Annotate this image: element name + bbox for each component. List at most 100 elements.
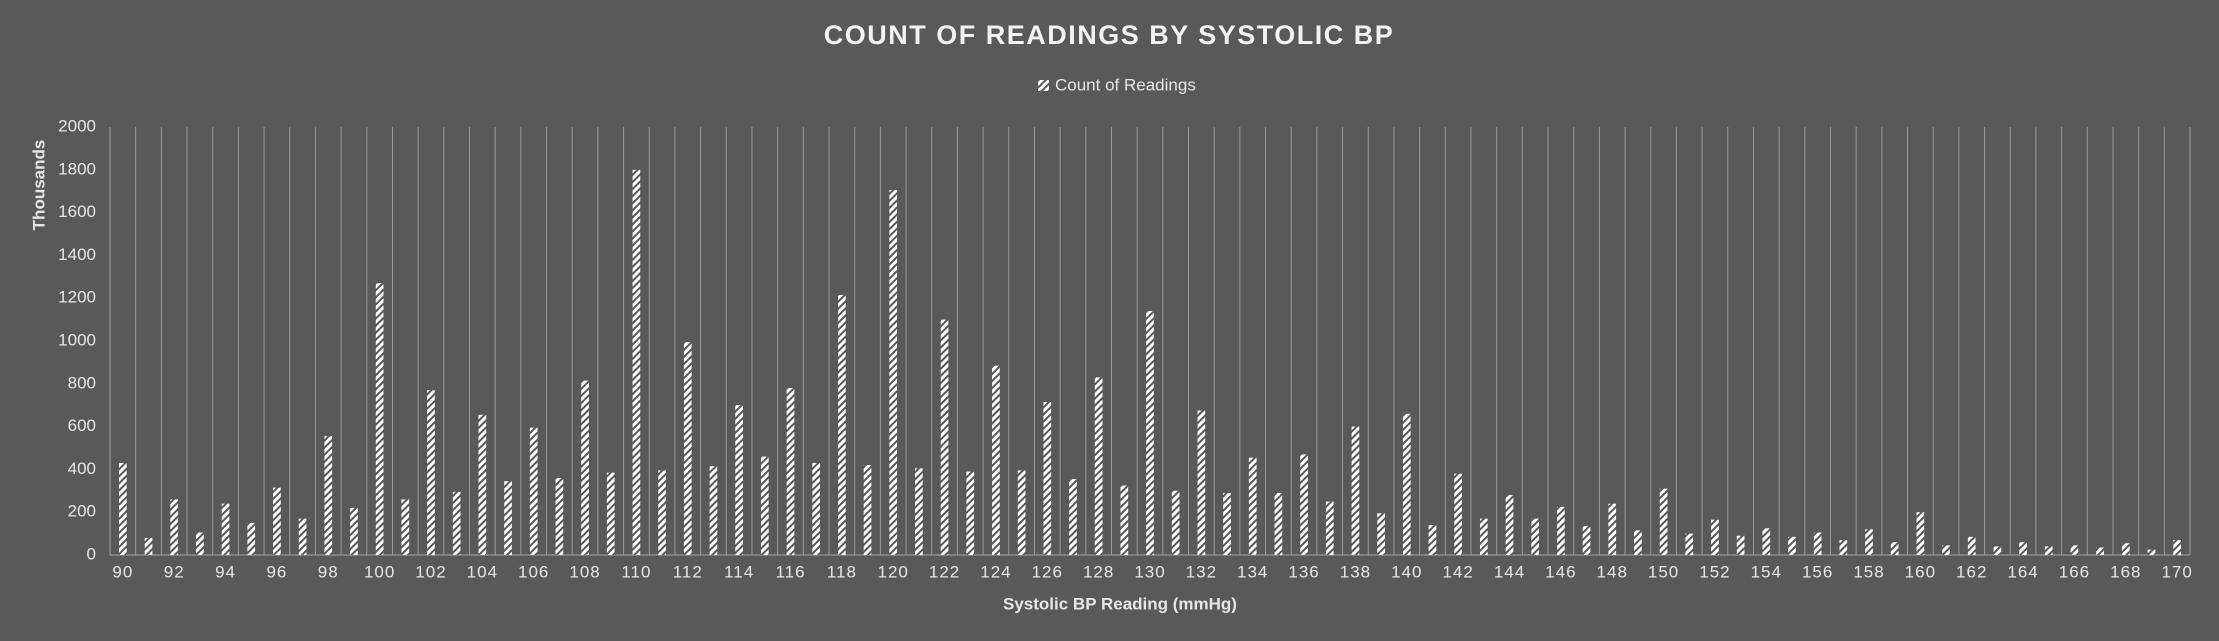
bar	[452, 491, 461, 555]
x-tick-label: 102	[415, 562, 446, 581]
x-tick-label: 98	[318, 562, 339, 581]
bar	[529, 427, 538, 555]
bar	[581, 380, 589, 555]
bar	[1171, 490, 1180, 555]
bar	[1069, 479, 1077, 555]
y-tick-label: 0	[87, 544, 96, 563]
bar	[1634, 530, 1642, 555]
x-tick-label: 136	[1288, 562, 1319, 581]
x-tick-label: 110	[621, 562, 651, 581]
x-tick-label: 164	[2007, 562, 2038, 581]
bar	[1428, 525, 1437, 555]
bar	[247, 522, 256, 555]
bar	[1711, 519, 1719, 555]
bar	[1325, 501, 1334, 555]
bar	[118, 462, 127, 555]
bar	[1865, 529, 1873, 555]
bar	[1736, 535, 1745, 555]
legend: Count of Readings	[1038, 75, 1196, 94]
bar	[1274, 492, 1283, 555]
bar	[683, 342, 692, 555]
x-tick-label: 156	[1802, 562, 1833, 581]
bar	[632, 169, 641, 556]
x-tick-label: 152	[1699, 562, 1730, 581]
bar	[760, 456, 769, 555]
bar	[940, 319, 949, 555]
chart-title: COUNT OF READINGS BY SYSTOLIC BP	[824, 20, 1395, 50]
x-tick-label: 128	[1083, 562, 1114, 581]
x-tick-label: 124	[980, 562, 1011, 581]
x-tick-label: 104	[467, 562, 498, 581]
bar	[324, 436, 333, 555]
y-tick-label: 1800	[58, 159, 96, 178]
x-tick-label: 92	[164, 562, 185, 581]
bar	[2147, 549, 2156, 555]
bar	[350, 507, 358, 555]
x-tick-label: 154	[1751, 562, 1782, 581]
bar	[1197, 410, 1206, 555]
bar	[1942, 545, 1950, 555]
bar	[1890, 542, 1899, 555]
bar	[2044, 546, 2053, 555]
bar	[1659, 488, 1668, 555]
y-tick-label: 1200	[58, 288, 96, 307]
y-tick-label: 1600	[58, 202, 96, 221]
x-tick-label: 142	[1442, 562, 1473, 581]
x-tick-label: 162	[1956, 562, 1987, 581]
bar	[1967, 536, 1976, 555]
bar	[555, 477, 564, 555]
bar	[298, 518, 307, 555]
y-tick-label: 600	[68, 416, 96, 435]
bar	[2096, 547, 2104, 555]
bar	[1557, 506, 1565, 555]
x-tick-label: 116	[775, 562, 805, 581]
x-tick-label: 100	[364, 562, 395, 581]
bar	[709, 466, 718, 555]
y-tick-label: 800	[68, 373, 96, 392]
bar	[504, 481, 512, 555]
y-tick-label: 1400	[58, 245, 96, 264]
bar	[1608, 503, 1617, 555]
bar	[1017, 470, 1026, 555]
bar	[221, 503, 230, 555]
x-tick-label: 160	[1905, 562, 1936, 581]
bar	[1813, 532, 1822, 555]
bar	[273, 487, 281, 555]
x-tick-label: 148	[1597, 562, 1628, 581]
x-tick-label: 166	[2059, 562, 2090, 581]
bar	[2070, 545, 2079, 555]
y-tick-label: 2000	[58, 116, 96, 135]
bar	[2173, 540, 2182, 555]
x-tick-label: 130	[1134, 562, 1165, 581]
y-tick-label: 1000	[58, 330, 96, 349]
bar	[1454, 473, 1462, 555]
bar	[375, 283, 384, 555]
bar	[1762, 528, 1771, 555]
x-tick-label: 134	[1237, 562, 1268, 581]
x-tick-label: 122	[929, 562, 960, 581]
bar	[2121, 543, 2130, 555]
x-tick-label: 126	[1032, 562, 1063, 581]
x-tick-label: 170	[2161, 562, 2192, 581]
x-tick-label: 90	[112, 562, 133, 581]
bar	[170, 499, 179, 555]
bar	[2019, 542, 2027, 555]
x-tick-label: 118	[827, 562, 857, 581]
bar	[889, 190, 898, 555]
bar	[427, 390, 435, 555]
x-tick-label: 146	[1545, 562, 1576, 581]
bar	[401, 499, 410, 555]
x-tick-label: 120	[878, 562, 909, 581]
x-tick-label: 158	[1853, 562, 1884, 581]
bar	[1248, 457, 1257, 555]
bar	[658, 470, 666, 555]
y-tick-label: 200	[68, 502, 96, 521]
x-tick-label: 94	[215, 562, 236, 581]
bar	[966, 471, 975, 555]
bar	[478, 414, 487, 555]
bar	[1685, 533, 1694, 555]
bar	[1094, 377, 1103, 555]
bar	[1916, 512, 1925, 555]
x-tick-label: 144	[1494, 562, 1525, 581]
